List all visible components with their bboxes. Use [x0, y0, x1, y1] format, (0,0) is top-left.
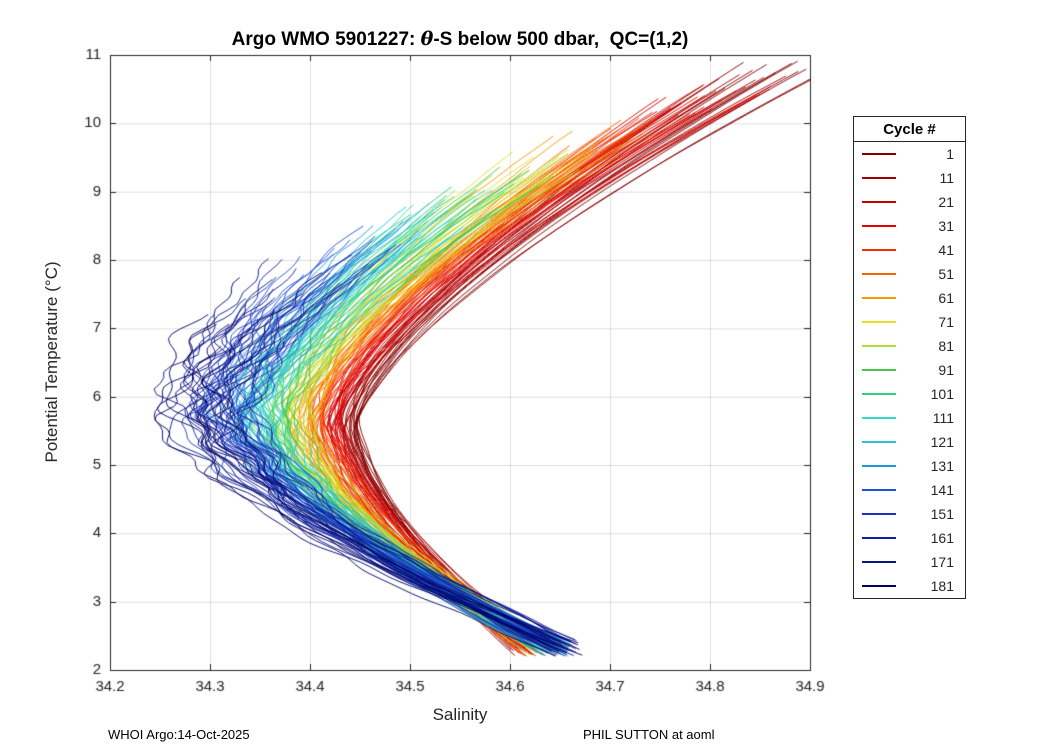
legend-item: 141: [854, 478, 965, 502]
legend-line-swatch: [862, 321, 896, 323]
legend-line-swatch: [862, 489, 896, 491]
legend-line-swatch: [862, 225, 896, 227]
chart-title-prefix: Argo WMO 5901227:: [231, 29, 421, 50]
legend-line-swatch: [862, 153, 896, 155]
legend-line-swatch: [862, 537, 896, 539]
legend-line-swatch: [862, 465, 896, 467]
legend-cycle-label: 111: [932, 410, 954, 426]
x-axis-label: Salinity: [432, 705, 488, 724]
legend-item: 1: [854, 142, 965, 166]
legend-cycle-label: 101: [930, 386, 954, 402]
footer-source-stamp: WHOI Argo:14-Oct-2025: [108, 727, 250, 742]
legend-item: 121: [854, 430, 965, 454]
legend-item: 71: [854, 310, 965, 334]
legend-cycle-label: 131: [930, 458, 954, 474]
legend-line-swatch: [862, 369, 896, 371]
legend-items: 1 11 21 31 41 51 61 71 81 91 101 111 121 131 141 151 161…: [854, 142, 965, 598]
legend-item: 111: [854, 406, 965, 430]
legend-item: 171: [854, 550, 965, 574]
legend-cycle-label: 11: [939, 170, 954, 186]
legend-cycle-label: 161: [930, 530, 954, 546]
legend-line-swatch: [862, 297, 896, 299]
legend-item: 131: [854, 454, 965, 478]
legend-cycle-label: 171: [930, 554, 954, 570]
legend-line-swatch: [862, 273, 896, 275]
y-axis-label: Potential Temperature (°C): [42, 261, 61, 463]
legend-line-swatch: [862, 177, 896, 179]
legend-cycle-label: 1: [946, 146, 954, 162]
legend-cycle-label: 81: [938, 338, 954, 354]
legend-line-swatch: [862, 561, 896, 563]
legend-item: 101: [854, 382, 965, 406]
legend-item: 41: [854, 238, 965, 262]
theta-symbol: θ: [420, 28, 434, 50]
legend-item: 181: [854, 574, 965, 598]
legend-cycle-label: 31: [938, 218, 954, 234]
legend-item: 51: [854, 262, 965, 286]
legend-item: 31: [854, 214, 965, 238]
legend-cycle-label: 51: [938, 266, 954, 282]
legend-cycle-label: 141: [930, 482, 954, 498]
legend-cycle-label: 21: [938, 194, 954, 210]
legend-line-swatch: [862, 393, 896, 395]
legend-cycle-label: 181: [930, 578, 954, 594]
legend-cycle-label: 91: [938, 362, 954, 378]
legend-item: 61: [854, 286, 965, 310]
legend-line-swatch: [862, 249, 896, 251]
chart-title-suffix: -S below 500 dbar, QC=(1,2): [433, 29, 689, 50]
legend-cycle-label: 151: [930, 506, 954, 522]
legend-item: 151: [854, 502, 965, 526]
legend: Cycle # 1 11 21 31 41 51 61 71 81 91 101 111 121 131 1…: [853, 116, 966, 599]
legend-line-swatch: [862, 417, 896, 419]
footer-author-stamp: PHIL SUTTON at aoml: [583, 727, 715, 742]
legend-line-swatch: [862, 513, 896, 515]
legend-line-swatch: [862, 345, 896, 347]
legend-cycle-label: 71: [938, 314, 954, 330]
legend-item: 11: [854, 166, 965, 190]
legend-item: 161: [854, 526, 965, 550]
legend-line-swatch: [862, 201, 896, 203]
legend-cycle-label: 61: [938, 290, 954, 306]
chart-title: Argo WMO 5901227: θ-S below 500 dbar, QC…: [110, 28, 810, 51]
legend-title: Cycle #: [854, 117, 965, 142]
legend-item: 21: [854, 190, 965, 214]
legend-item: 81: [854, 334, 965, 358]
legend-line-swatch: [862, 585, 896, 587]
legend-line-swatch: [862, 441, 896, 443]
legend-cycle-label: 121: [930, 434, 954, 450]
legend-cycle-label: 41: [938, 242, 954, 258]
legend-item: 91: [854, 358, 965, 382]
